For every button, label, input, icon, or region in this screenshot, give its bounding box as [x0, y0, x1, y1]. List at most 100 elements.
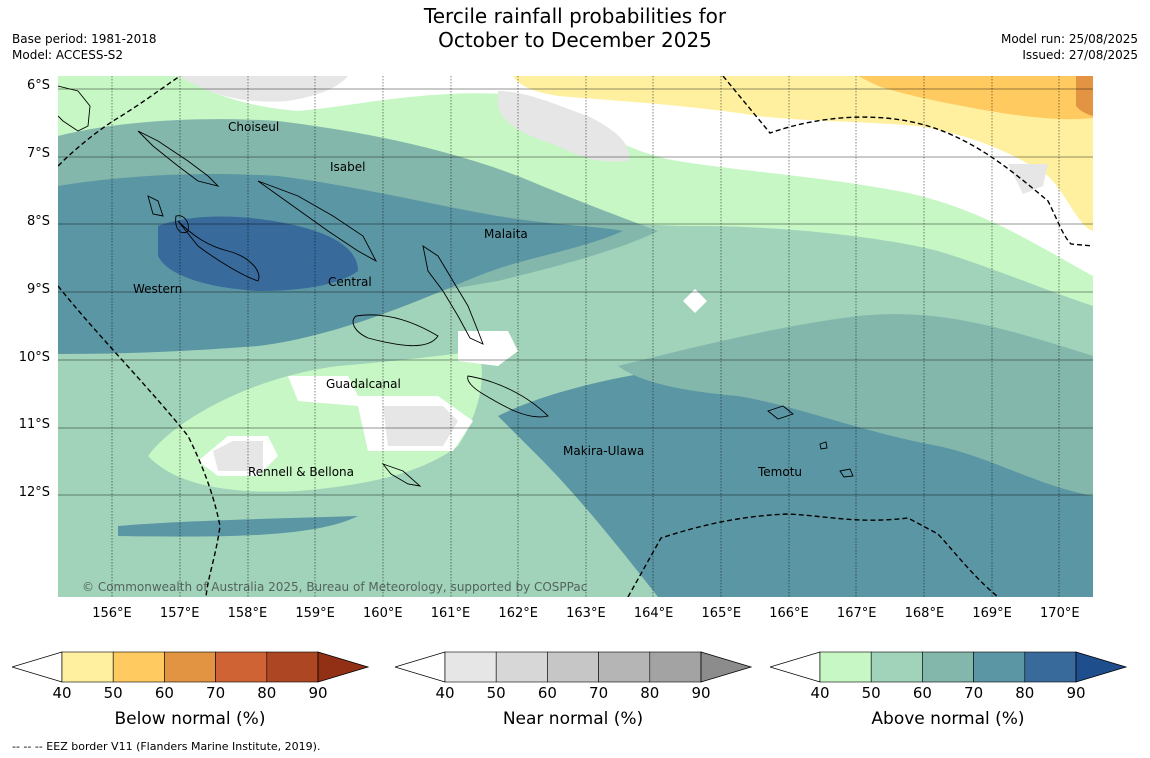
base-period: Base period: 1981-2018 — [12, 32, 157, 46]
colorbar-tick: 60 — [154, 684, 174, 702]
blue-core — [158, 216, 358, 291]
colorbar-tick: 40 — [435, 684, 455, 702]
colorbar-segment — [819, 651, 872, 683]
colorbar-tick: 90 — [308, 684, 328, 702]
colorbar-segment — [598, 651, 651, 683]
white-top — [178, 76, 1093, 276]
colorbar-segment — [495, 651, 548, 683]
colorbar-high-extension — [1075, 651, 1128, 683]
lat-label: 7°S — [26, 146, 50, 161]
colorbar-tick: 50 — [486, 684, 506, 702]
lon-label: 170°E — [1040, 606, 1080, 621]
region-label: Isabel — [330, 160, 365, 174]
grey-patch-1 — [498, 91, 629, 162]
meta-right: Model run: 25/08/2025 Issued: 27/08/2025 — [1001, 31, 1138, 63]
colorbar-segment — [870, 651, 923, 683]
lon-label: 162°E — [498, 606, 538, 621]
colorbar-segment — [444, 651, 497, 683]
colorbar-low-extension — [770, 651, 821, 683]
island-vella — [147, 195, 164, 217]
colorbar-tick: 80 — [1015, 684, 1035, 702]
colorbar-segment — [61, 651, 114, 683]
lon-label: 161°E — [430, 606, 471, 621]
colorbar-tick: 50 — [861, 684, 881, 702]
region-label: Temotu — [757, 465, 802, 479]
eez-border — [58, 76, 1093, 597]
colorbar-tick: 90 — [691, 684, 711, 702]
island-rennell — [381, 463, 422, 487]
lon-label: 167°E — [836, 606, 877, 621]
colorbar-tick: 70 — [964, 684, 984, 702]
colorbar-tick: 80 — [257, 684, 277, 702]
eez-footnote: -- -- -- EEZ border V11 (Flanders Marine… — [12, 740, 321, 753]
lat-label: 6°S — [26, 78, 50, 93]
colorbar-segment — [547, 651, 599, 683]
region-label: Guadalcanal — [326, 377, 401, 391]
lon-label: 168°E — [904, 606, 945, 621]
lon-label: 163°E — [566, 606, 606, 621]
map-title: Tercile rainfall probabilities for Octob… — [0, 4, 1150, 52]
colorbar-tick: 60 — [912, 684, 932, 702]
island-temotu-small — [839, 468, 854, 478]
lon-label: 165°E — [701, 606, 742, 621]
colorbar-near — [395, 651, 753, 683]
title-line-2: October to December 2025 — [438, 28, 712, 52]
title-line-1: Tercile rainfall probabilities for — [423, 4, 727, 28]
colorbar-below — [12, 651, 370, 683]
island-guadalcanal — [352, 314, 439, 347]
lon-label: 158°E — [227, 606, 268, 621]
lon-label: 159°E — [295, 606, 335, 621]
colorbar-title: Below normal (%) — [114, 709, 266, 729]
island-santa-cruz — [767, 405, 794, 420]
colorbar-segment — [112, 651, 165, 683]
lon-label: 157°E — [159, 606, 200, 621]
island-tikopia — [819, 441, 828, 450]
model-run: Model run: 25/08/2025 — [1000, 32, 1138, 46]
colorbar-tick: 70 — [206, 684, 226, 702]
region-label: Malaita — [484, 227, 528, 241]
colorbar-segment — [164, 651, 216, 683]
lat-label: 11°S — [18, 417, 50, 432]
model-name: Model: ACCESS-S2 — [12, 48, 124, 62]
lat-label: 12°S — [18, 485, 50, 500]
islands — [58, 85, 854, 487]
region-label: Rennell & Bellona — [248, 465, 354, 479]
island-isabel — [257, 180, 378, 263]
lon-label: 166°E — [769, 606, 809, 621]
lat-label: 8°S — [26, 214, 50, 229]
issued-date: Issued: 27/08/2025 — [1022, 48, 1138, 62]
colorbar-tick: 70 — [589, 684, 609, 702]
colorbar-low-extension — [12, 651, 63, 683]
blue-lower-band — [118, 516, 358, 537]
lat-label: 9°S — [26, 282, 50, 297]
colorbar-segment — [922, 651, 974, 683]
colorbar-title: Above normal (%) — [871, 709, 1025, 729]
colorbar-above — [770, 651, 1128, 683]
gridlines — [58, 88, 1093, 496]
region-label: Central — [328, 275, 372, 289]
grey-rennell — [213, 441, 263, 471]
colorbar-tick: 60 — [537, 684, 557, 702]
region-labels: Choiseul Isabel Malaita Western Central Guada… — [133, 120, 802, 479]
colorbar-segment — [215, 651, 268, 683]
region-label: Choiseul — [228, 120, 279, 134]
colorbar-tick: 40 — [52, 684, 72, 702]
island-choiseul — [137, 130, 220, 187]
island-kolombangara — [175, 215, 189, 234]
grey-patch-3 — [1008, 164, 1048, 194]
region-label: Makira-Ulawa — [563, 444, 644, 458]
lon-label: 156°E — [92, 606, 132, 621]
colorbar-tick: 80 — [640, 684, 660, 702]
colorbar-tick: 90 — [1066, 684, 1086, 702]
colorbar-high-extension — [700, 651, 753, 683]
island-new-georgia — [177, 220, 260, 282]
lon-label: 164°E — [633, 606, 674, 621]
colorbar-low-extension — [395, 651, 446, 683]
orange-dark-corner — [1076, 76, 1093, 116]
lon-label: 160°E — [363, 606, 403, 621]
island-malaita — [422, 245, 484, 345]
teal-lower-right — [618, 314, 1093, 496]
colorbar-segment — [649, 651, 702, 683]
island-makira — [467, 375, 549, 418]
colorbar-title: Near normal (%) — [502, 709, 644, 729]
